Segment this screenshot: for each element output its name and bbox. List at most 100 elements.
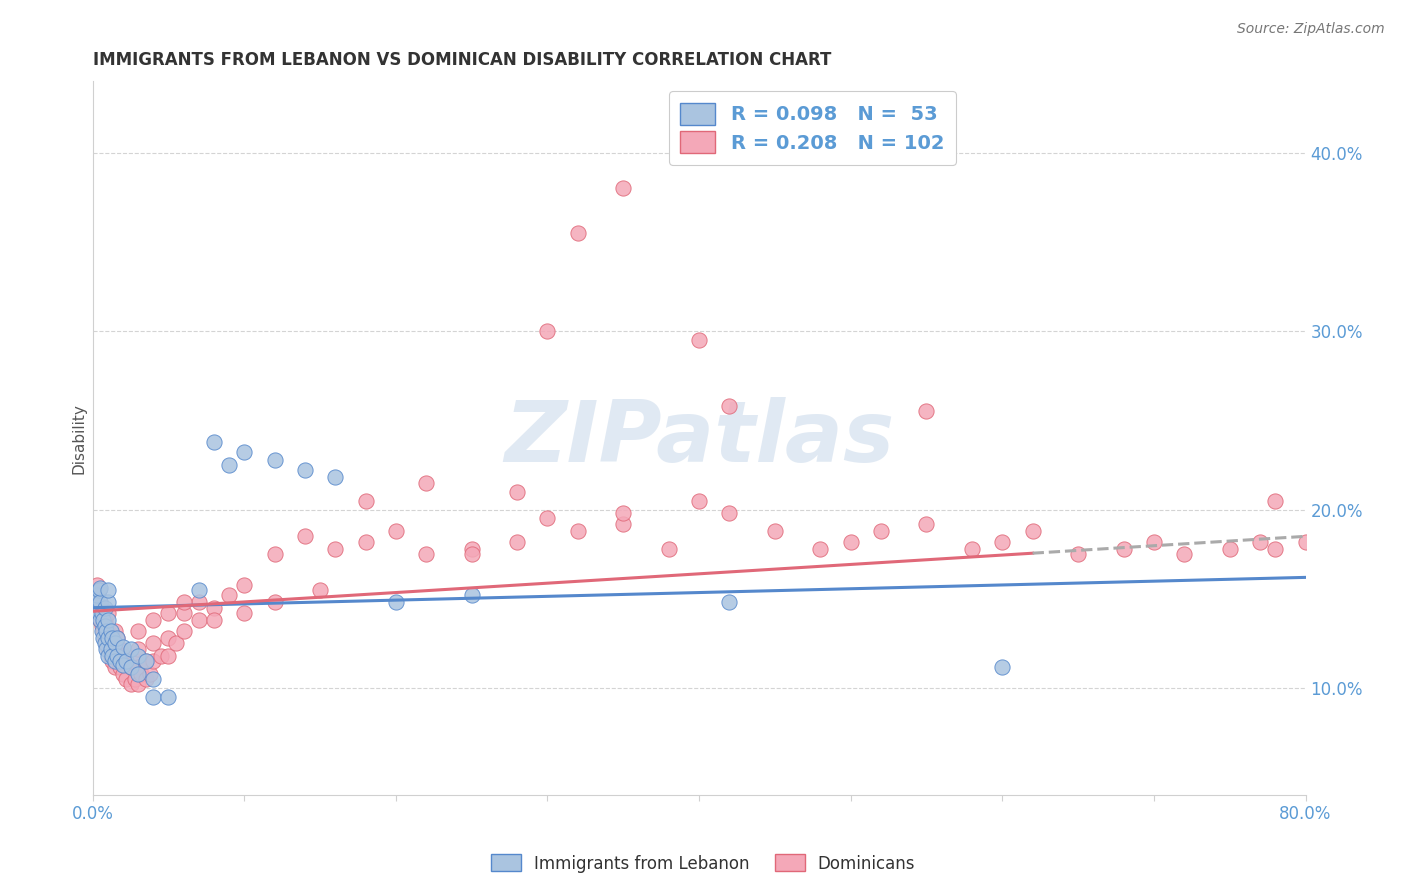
Point bbox=[90, 606, 112, 620]
Point bbox=[111, 666, 134, 681]
Point bbox=[115, 654, 138, 668]
Point bbox=[1112, 541, 1135, 556]
Point bbox=[127, 624, 149, 638]
Point bbox=[135, 654, 157, 668]
Point bbox=[263, 547, 285, 561]
Point bbox=[94, 600, 117, 615]
Point bbox=[187, 613, 209, 627]
Point bbox=[135, 654, 157, 668]
Point bbox=[86, 588, 108, 602]
Point bbox=[415, 547, 437, 561]
Point bbox=[111, 657, 134, 672]
Point bbox=[991, 534, 1014, 549]
Point bbox=[612, 181, 634, 195]
Point bbox=[100, 624, 122, 638]
Point bbox=[105, 648, 128, 663]
Point bbox=[567, 524, 589, 538]
Point bbox=[87, 600, 110, 615]
Point bbox=[91, 606, 114, 620]
Point bbox=[104, 624, 127, 638]
Point bbox=[173, 606, 195, 620]
Point bbox=[536, 511, 558, 525]
Legend: R = 0.098   N =  53, R = 0.208   N = 102: R = 0.098 N = 53, R = 0.208 N = 102 bbox=[669, 91, 956, 165]
Point bbox=[202, 613, 225, 627]
Point bbox=[142, 636, 165, 650]
Point bbox=[97, 631, 120, 645]
Point bbox=[97, 641, 120, 656]
Point bbox=[104, 659, 127, 673]
Point bbox=[1173, 547, 1195, 561]
Point bbox=[115, 672, 138, 686]
Point bbox=[157, 631, 180, 645]
Point bbox=[96, 636, 118, 650]
Point bbox=[84, 595, 107, 609]
Point bbox=[915, 404, 938, 418]
Point bbox=[89, 613, 111, 627]
Point bbox=[688, 333, 710, 347]
Point bbox=[86, 577, 108, 591]
Point bbox=[157, 606, 180, 620]
Point bbox=[718, 399, 741, 413]
Point bbox=[142, 672, 165, 686]
Point bbox=[460, 541, 482, 556]
Point bbox=[108, 641, 131, 656]
Point bbox=[187, 582, 209, 597]
Point bbox=[233, 606, 256, 620]
Point bbox=[718, 506, 741, 520]
Point bbox=[124, 654, 146, 668]
Point bbox=[120, 677, 142, 691]
Point bbox=[718, 595, 741, 609]
Y-axis label: Disability: Disability bbox=[72, 403, 86, 474]
Point bbox=[87, 582, 110, 597]
Point bbox=[84, 600, 107, 615]
Point bbox=[104, 641, 127, 656]
Text: Source: ZipAtlas.com: Source: ZipAtlas.com bbox=[1237, 22, 1385, 37]
Point bbox=[1249, 534, 1271, 549]
Point bbox=[142, 613, 165, 627]
Point bbox=[86, 588, 108, 602]
Point bbox=[91, 613, 114, 627]
Point bbox=[87, 582, 110, 597]
Point bbox=[354, 493, 377, 508]
Text: IMMIGRANTS FROM LEBANON VS DOMINICAN DISABILITY CORRELATION CHART: IMMIGRANTS FROM LEBANON VS DOMINICAN DIS… bbox=[93, 51, 831, 69]
Point bbox=[688, 493, 710, 508]
Point bbox=[127, 666, 149, 681]
Point bbox=[415, 475, 437, 490]
Point bbox=[1143, 534, 1166, 549]
Point bbox=[808, 541, 831, 556]
Point bbox=[294, 463, 316, 477]
Point bbox=[385, 595, 408, 609]
Point bbox=[89, 581, 111, 595]
Point bbox=[218, 588, 240, 602]
Point bbox=[1067, 547, 1090, 561]
Point bbox=[90, 624, 112, 638]
Point bbox=[173, 595, 195, 609]
Point bbox=[157, 648, 180, 663]
Legend: Immigrants from Lebanon, Dominicans: Immigrants from Lebanon, Dominicans bbox=[484, 847, 922, 880]
Point bbox=[385, 524, 408, 538]
Point bbox=[89, 595, 111, 609]
Point bbox=[506, 534, 529, 549]
Point bbox=[94, 613, 117, 627]
Point bbox=[157, 690, 180, 704]
Point bbox=[960, 541, 983, 556]
Point bbox=[127, 648, 149, 663]
Point bbox=[294, 529, 316, 543]
Point bbox=[142, 690, 165, 704]
Point bbox=[108, 659, 131, 673]
Point bbox=[202, 434, 225, 449]
Point bbox=[124, 672, 146, 686]
Point bbox=[127, 641, 149, 656]
Point bbox=[89, 613, 111, 627]
Point bbox=[101, 648, 124, 663]
Point bbox=[173, 624, 195, 638]
Point bbox=[104, 636, 127, 650]
Point bbox=[1219, 541, 1241, 556]
Point bbox=[86, 595, 108, 609]
Point bbox=[915, 516, 938, 531]
Point bbox=[90, 600, 112, 615]
Point bbox=[460, 547, 482, 561]
Point bbox=[323, 541, 346, 556]
Point bbox=[165, 636, 187, 650]
Point bbox=[101, 631, 124, 645]
